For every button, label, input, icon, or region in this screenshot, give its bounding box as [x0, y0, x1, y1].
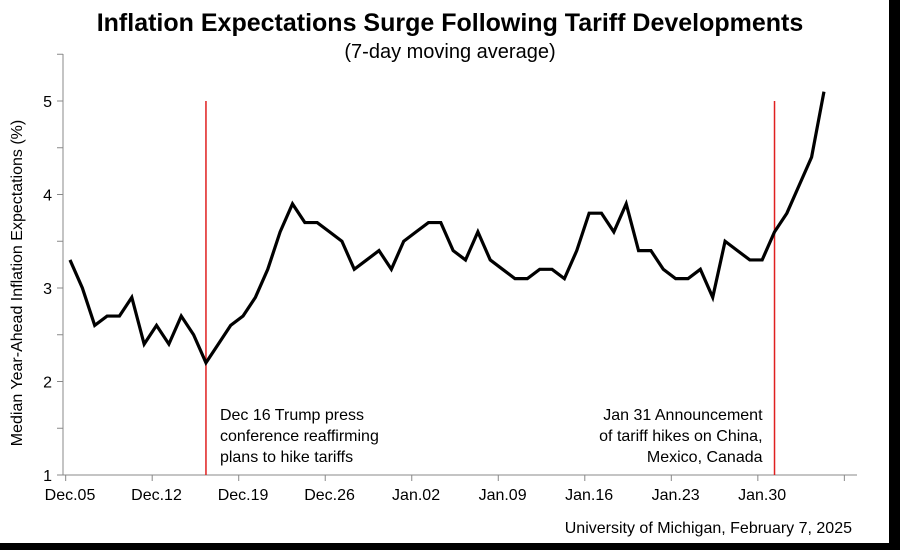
y-tick-label: 5 — [43, 94, 52, 111]
event-annotation: of tariff hikes on China, — [599, 428, 762, 445]
series-line — [68, 91, 826, 367]
chart-subtitle: (7-day moving average) — [344, 41, 555, 63]
x-tick-label: Jan.30 — [738, 487, 786, 504]
frame-bottom — [0, 543, 900, 550]
event-annotation: Dec 16 Trump press — [220, 407, 364, 424]
x-tick-label: Jan.09 — [479, 487, 527, 504]
x-tick-label: Dec.05 — [45, 487, 96, 504]
event-annotation: Mexico, Canada — [647, 449, 763, 466]
x-tick-label: Dec.26 — [304, 487, 355, 504]
source-note: University of Michigan, February 7, 2025 — [565, 520, 852, 537]
y-tick-label: 3 — [43, 281, 52, 298]
y-axis-label: Median Year-Ahead Inflation Expectations… — [9, 120, 26, 446]
event-annotation: plans to hike tariffs — [220, 449, 353, 466]
y-tick-label: 2 — [43, 375, 52, 392]
frame-right — [889, 0, 900, 550]
x-tick-label: Dec.12 — [131, 487, 182, 504]
event-annotation: Jan 31 Announcement — [603, 407, 763, 424]
chart-title: Inflation Expectations Surge Following T… — [97, 9, 804, 37]
x-tick-label: Dec.19 — [218, 487, 269, 504]
x-tick-label: Jan.16 — [565, 487, 613, 504]
y-tick-label: 1 — [43, 468, 52, 485]
x-tick-label: Jan.02 — [392, 487, 440, 504]
y-tick-label: 4 — [43, 188, 52, 205]
x-tick-label: Jan.23 — [652, 487, 700, 504]
event-annotation: conference reaffirming — [220, 428, 379, 445]
